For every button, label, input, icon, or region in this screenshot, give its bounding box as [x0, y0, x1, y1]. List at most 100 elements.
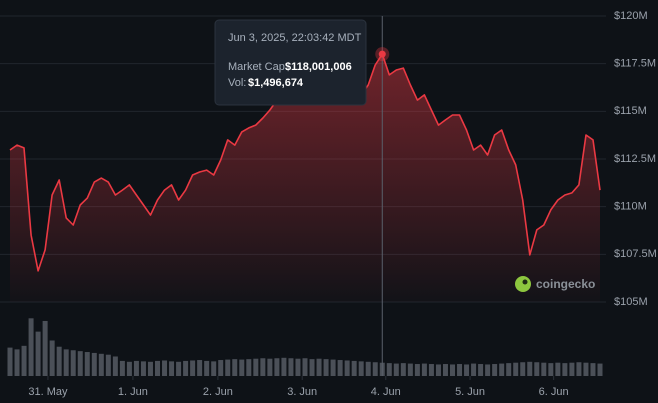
volume-bar [513, 362, 519, 376]
volume-bar [84, 352, 90, 376]
volume-bar [14, 349, 20, 376]
volume-bar [365, 361, 371, 376]
volume-layer [7, 318, 603, 376]
volume-bar [239, 359, 245, 376]
volume-bar [597, 363, 603, 376]
volume-bar [576, 362, 582, 376]
y-tick-label: $107.5M [614, 248, 657, 260]
volume-bar [435, 364, 441, 376]
volume-bar [506, 363, 512, 376]
x-tick-label: 5. Jun [455, 386, 485, 398]
volume-bar [478, 364, 484, 376]
y-tick-label: $112.5M [614, 153, 656, 165]
volume-bar [190, 360, 196, 376]
watermark: coingecko [515, 276, 595, 292]
tooltip-cap-label: Market Cap: [228, 61, 288, 73]
volume-bar [442, 364, 448, 376]
volume-bar [309, 359, 315, 376]
x-tick-label: 2. Jun [203, 386, 233, 398]
volume-bar [372, 362, 378, 376]
volume-bar [485, 364, 491, 376]
volume-bar [344, 360, 350, 376]
area-fill [10, 54, 600, 302]
volume-bar [569, 362, 575, 376]
volume-bar [337, 360, 343, 376]
volume-bar [407, 363, 413, 376]
volume-bar [386, 363, 392, 376]
volume-bar [562, 363, 568, 376]
volume-bar [295, 358, 301, 376]
volume-bar [204, 360, 210, 376]
x-tick-label: 3. Jun [287, 386, 317, 398]
volume-bar [400, 363, 406, 376]
volume-bar [162, 360, 168, 376]
volume-bar [492, 364, 498, 376]
volume-bar [274, 358, 280, 376]
volume-bar [288, 358, 294, 376]
watermark-icon [515, 276, 531, 292]
x-tick-label: 1. Jun [118, 386, 148, 398]
volume-bar [541, 362, 547, 376]
volume-bar [70, 350, 76, 376]
volume-bar [155, 360, 160, 376]
x-tick-label: 4. Jun [371, 386, 401, 398]
y-tick-label: $117.5M [614, 58, 656, 70]
volume-bar [105, 354, 111, 376]
volume-bar [42, 320, 48, 376]
volume-bar [583, 362, 589, 376]
hover-point [378, 50, 386, 58]
volume-bar [499, 363, 505, 376]
volume-bar [450, 364, 455, 376]
volume-bar [183, 360, 189, 376]
volume-bar [358, 361, 364, 376]
volume-bar [28, 318, 34, 376]
volume-bar [91, 352, 97, 376]
watermark-text: coingecko [536, 277, 595, 291]
volume-bar [147, 361, 153, 376]
volume-bar [218, 360, 224, 376]
y-tick-label: $105M [614, 296, 648, 308]
volume-bar [253, 358, 259, 376]
volume-bar [414, 364, 420, 376]
tooltip-cap-value: $118,001,006 [285, 61, 352, 73]
volume-bar [555, 362, 561, 376]
volume-bar [169, 361, 175, 376]
x-tick-label: 6. Jun [539, 386, 569, 398]
volume-bar [211, 361, 217, 376]
volume-bar [428, 364, 434, 376]
volume-bar [56, 346, 62, 376]
volume-bar [323, 359, 329, 376]
volume-bar [527, 361, 533, 376]
tooltip-vol-label: Vol: [228, 77, 246, 89]
volume-bar [77, 351, 83, 376]
volume-bar [126, 361, 132, 376]
volume-bar [49, 340, 55, 376]
volume-bar [330, 359, 336, 376]
volume-bar [393, 363, 399, 376]
volume-bar [457, 364, 463, 376]
volume-bar [421, 363, 427, 376]
x-tick-label: 31. May [28, 386, 68, 398]
volume-bar [63, 349, 69, 376]
volume-bar [197, 360, 203, 376]
volume-bar [267, 358, 273, 376]
volume-bar [281, 357, 287, 376]
volume-bar [140, 361, 146, 376]
volume-bar [112, 356, 118, 376]
volume-bar [471, 363, 477, 376]
volume-bar [98, 353, 104, 376]
y-tick-label: $115M [614, 105, 647, 117]
volume-bar [520, 362, 526, 376]
volume-bar [21, 345, 27, 376]
y-tick-label: $110M [614, 201, 647, 213]
volume-bar [464, 364, 470, 376]
volume-bar [119, 360, 125, 376]
watermark-icon-eye [522, 279, 528, 285]
y-tick-label: $120M [614, 10, 648, 22]
volume-bar [260, 358, 266, 376]
tooltip-vol-value: $1,496,674 [248, 77, 304, 89]
volume-bar [133, 360, 139, 376]
volume-bar [590, 363, 596, 376]
volume-bar [316, 358, 322, 376]
